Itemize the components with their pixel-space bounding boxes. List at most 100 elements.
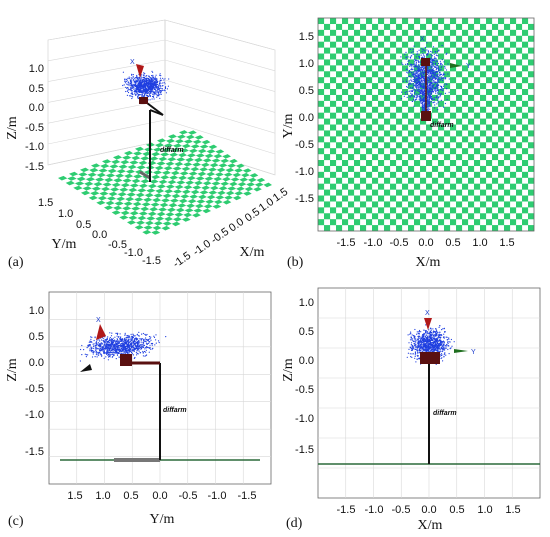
- cloud-point: [419, 99, 421, 101]
- checker-cell: [492, 106, 499, 113]
- checker-cell: [492, 59, 499, 66]
- cloud-point: [437, 84, 439, 86]
- checker-cell: [372, 47, 379, 54]
- cloud-point: [431, 70, 434, 72]
- cloud-point: [441, 89, 443, 91]
- cloud-point: [438, 336, 440, 338]
- cloud-point: [417, 352, 419, 354]
- cloud-point: [149, 77, 151, 79]
- cloud-point: [142, 355, 144, 357]
- checker-cell: [124, 150, 134, 156]
- cloud-point: [416, 79, 418, 81]
- checker-cell: [140, 206, 150, 212]
- cloud-point: [437, 86, 439, 88]
- checker-cell: [402, 41, 409, 48]
- cloud-point: [135, 77, 137, 79]
- cloud-point: [97, 343, 99, 346]
- checker-cell: [100, 163, 110, 169]
- checker-cell: [504, 83, 511, 90]
- cloud-point: [127, 82, 129, 84]
- checker-cell: [450, 18, 457, 25]
- cloud-point: [150, 79, 152, 81]
- checker-cell: [480, 225, 487, 232]
- checker-cell: [354, 136, 361, 143]
- cloud-point: [107, 359, 109, 361]
- cloud-point: [93, 343, 95, 345]
- checker-cell: [138, 160, 148, 166]
- checker-cell: [181, 143, 191, 149]
- checker-cell: [384, 225, 391, 232]
- cloud-point: [443, 353, 445, 355]
- checker-cell: [336, 165, 343, 172]
- cloud-point: [442, 75, 444, 77]
- cloud-point: [406, 96, 408, 98]
- checker-cell: [173, 189, 182, 194]
- checker-cell: [432, 59, 439, 66]
- checker-cell: [372, 118, 379, 125]
- panel-a-x-tick: 1.5: [271, 186, 290, 205]
- panel-c-x-tick: -1.0: [208, 490, 227, 502]
- checker-cell: [480, 154, 487, 161]
- cloud-point: [152, 81, 154, 83]
- panel-a-robot-label: diffarm: [160, 147, 184, 154]
- checker-cell: [498, 89, 505, 96]
- cloud-point: [426, 67, 429, 69]
- cloud-point: [98, 353, 100, 355]
- checker-cell: [149, 206, 159, 212]
- checker-cell: [360, 213, 367, 220]
- checker-cell: [396, 71, 403, 78]
- checker-cell: [432, 118, 439, 125]
- checker-cell: [396, 118, 403, 125]
- checker-cell: [318, 219, 325, 226]
- cloud-point: [101, 348, 103, 350]
- cloud-point: [432, 62, 435, 64]
- cloud-point: [424, 88, 426, 90]
- checker-cell: [202, 208, 211, 214]
- checker-cell: [384, 35, 391, 42]
- cloud-point: [428, 52, 430, 54]
- checker-cell: [125, 196, 135, 202]
- cloud-point: [141, 85, 143, 87]
- cloud-point: [130, 93, 132, 95]
- cloud-point: [427, 85, 429, 87]
- cloud-point: [117, 349, 119, 351]
- checker-cell: [450, 195, 457, 202]
- cloud-point: [108, 347, 111, 350]
- checker-cell: [248, 177, 257, 183]
- cloud-point: [429, 90, 431, 92]
- checker-cell: [194, 180, 203, 186]
- panel-c-x-axis-arrow: [96, 324, 106, 340]
- cloud-point: [133, 334, 135, 336]
- cloud-point: [145, 346, 147, 349]
- cloud-point: [437, 83, 439, 86]
- cloud-point: [416, 87, 418, 89]
- cloud-point: [436, 50, 438, 53]
- checker-cell: [372, 23, 379, 30]
- cloud-point: [429, 104, 431, 106]
- cloud-point: [145, 337, 147, 339]
- checker-cell: [510, 100, 517, 107]
- checker-cell: [468, 23, 475, 30]
- checker-cell: [426, 195, 433, 202]
- panel-b-end-effector: [421, 58, 430, 66]
- checker-cell: [213, 176, 223, 182]
- cloud-point: [414, 71, 416, 73]
- checker-cell: [179, 171, 189, 176]
- cloud-point: [440, 76, 442, 78]
- cloud-point: [101, 346, 103, 348]
- cloud-point: [159, 73, 161, 75]
- cloud-point: [161, 85, 163, 87]
- panel-a-z-axis-label: Z/m: [5, 116, 20, 139]
- cloud-point: [428, 86, 430, 88]
- checker-cell: [155, 188, 165, 194]
- checker-cell: [202, 181, 212, 186]
- cloud-point: [424, 46, 426, 49]
- cloud-point: [110, 335, 113, 337]
- cloud-point: [116, 338, 118, 340]
- checker-cell: [468, 201, 475, 208]
- cloud-point: [147, 79, 149, 81]
- checker-cell: [402, 53, 409, 60]
- checker-cell: [354, 18, 361, 25]
- checker-cell: [324, 154, 331, 161]
- checker-cell: [164, 189, 174, 194]
